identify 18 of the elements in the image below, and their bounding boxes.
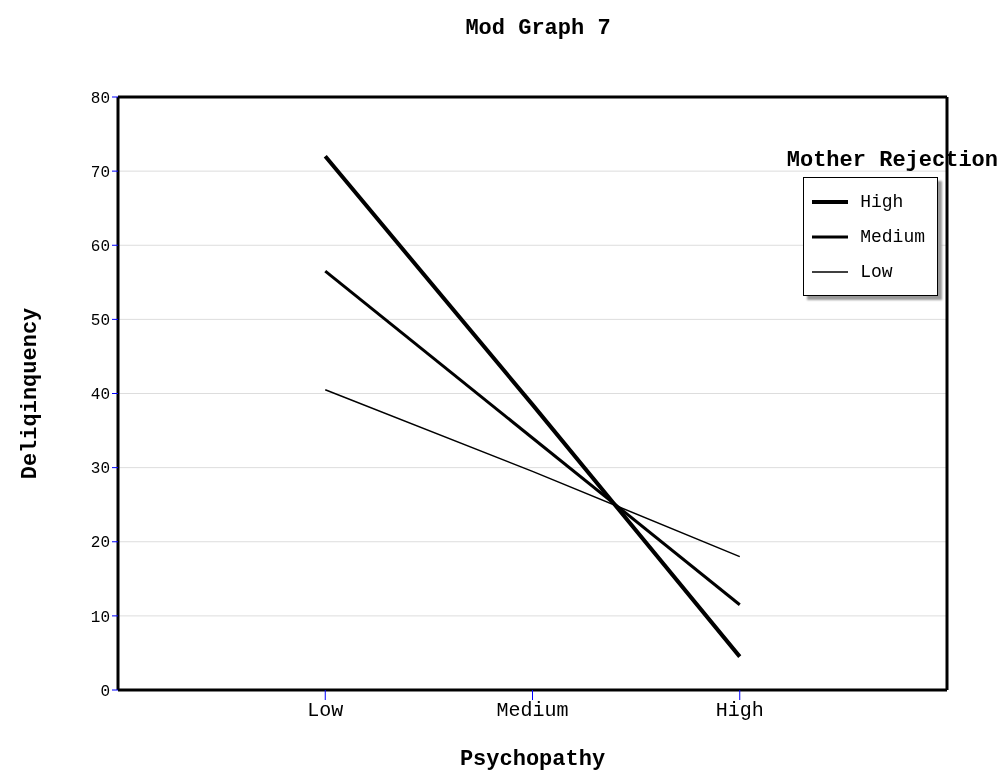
- chart-title: Mod Graph 7: [464, 16, 612, 41]
- y-tick-label: 50: [90, 312, 110, 331]
- y-tick-label: 0: [100, 682, 110, 701]
- y-axis-title: Deliqinquency: [17, 307, 43, 480]
- legend-label: Low: [860, 261, 893, 282]
- x-tick-label: High: [715, 699, 764, 723]
- x-axis-title: Psychopathy: [459, 747, 606, 772]
- y-tick-label: 80: [90, 89, 110, 108]
- y-tick-label: 40: [90, 386, 110, 405]
- legend-label: High: [860, 191, 904, 212]
- y-tick-label: 10: [90, 608, 110, 627]
- x-tick-label: Low: [307, 699, 344, 723]
- y-tick-label: 60: [90, 237, 110, 256]
- y-tick-label: 30: [90, 460, 110, 479]
- x-tick-label: Medium: [496, 699, 569, 723]
- legend-label: Medium: [860, 226, 925, 247]
- y-tick-label: 20: [90, 534, 110, 553]
- y-tick-label: 70: [90, 163, 110, 182]
